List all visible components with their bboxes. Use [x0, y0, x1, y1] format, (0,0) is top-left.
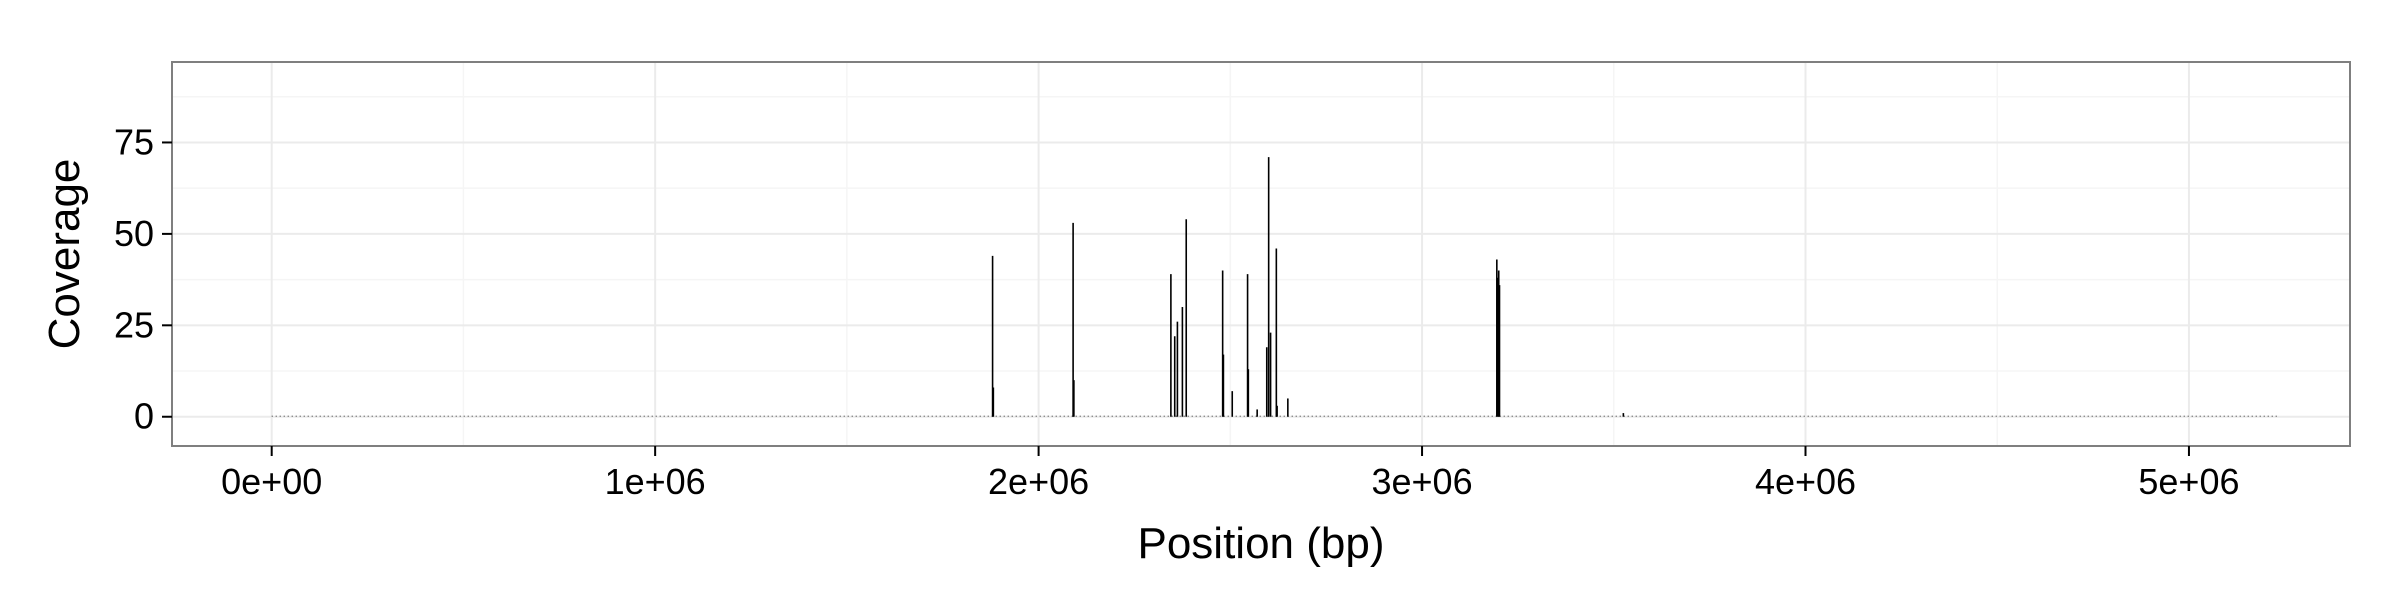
y-tick-label: 75 — [114, 121, 154, 162]
y-tick-label: 25 — [114, 304, 154, 345]
x-tick-label: 1e+06 — [605, 461, 706, 502]
plot-border — [171, 61, 2351, 447]
y-tick-label: 0 — [134, 396, 154, 437]
x-tick-label: 5e+06 — [2138, 461, 2239, 502]
y-axis-label: Coverage — [40, 159, 89, 350]
x-axis-label: Position (bp) — [1137, 519, 1384, 568]
x-tick-label: 2e+06 — [988, 461, 1089, 502]
plot-panel — [172, 62, 2350, 446]
y-axis-ticks: 0 25 50 75 — [114, 121, 172, 437]
major-gridlines — [172, 62, 2350, 446]
x-tick-label: 3e+06 — [1371, 461, 1472, 502]
x-tick-label: 0e+00 — [221, 461, 322, 502]
coverage-bars — [991, 157, 1625, 417]
x-axis-ticks: 0e+00 1e+06 2e+06 3e+06 4e+06 5e+06 — [221, 446, 2240, 502]
minor-gridlines — [172, 62, 2350, 446]
y-tick-label: 50 — [114, 213, 154, 254]
x-tick-label: 4e+06 — [1755, 461, 1856, 502]
